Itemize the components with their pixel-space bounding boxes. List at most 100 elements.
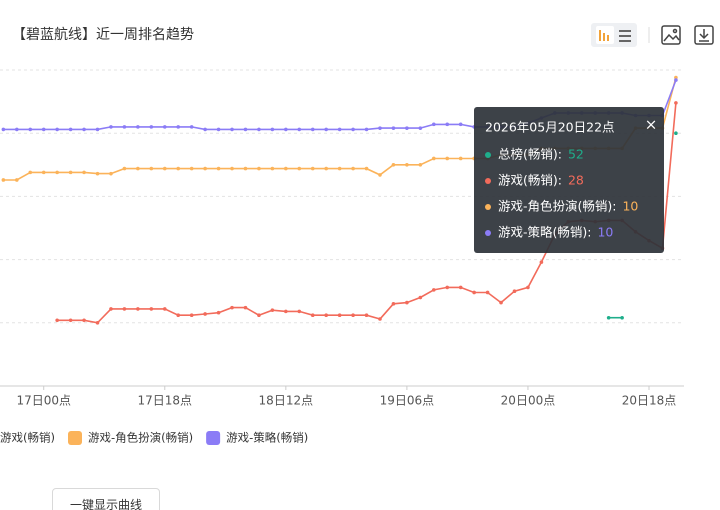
point xyxy=(15,178,19,182)
point xyxy=(122,166,127,171)
chart-title: 【碧蓝航线】近一周排名趋势 xyxy=(12,27,194,43)
icon xyxy=(694,25,714,45)
point xyxy=(149,125,154,129)
point xyxy=(472,290,476,295)
point xyxy=(445,122,450,127)
point xyxy=(243,127,248,132)
point xyxy=(82,318,86,323)
point xyxy=(620,315,624,320)
point xyxy=(55,170,59,175)
point xyxy=(243,305,248,310)
point xyxy=(162,166,167,171)
point xyxy=(95,127,100,132)
point xyxy=(431,288,436,292)
point xyxy=(122,125,127,129)
point xyxy=(674,101,678,105)
point xyxy=(674,75,678,80)
point xyxy=(418,163,423,167)
point xyxy=(109,125,113,129)
legend-label: 游戏(畅销) xyxy=(0,431,55,445)
point xyxy=(310,166,315,171)
legend-item[interactable]: 游戏-角色扮演(畅销) xyxy=(68,431,193,446)
point xyxy=(95,321,100,325)
point xyxy=(351,127,355,132)
point xyxy=(41,170,46,175)
tooltip-dot xyxy=(485,152,491,158)
tooltip-label: 游戏-策略(畅销): xyxy=(498,225,591,240)
point xyxy=(297,127,302,132)
point xyxy=(270,166,275,171)
point xyxy=(512,289,517,294)
tooltip-close[interactable]: × xyxy=(645,116,658,134)
point xyxy=(391,163,396,167)
point xyxy=(310,127,315,132)
point xyxy=(257,313,261,318)
point xyxy=(136,166,140,171)
point xyxy=(82,127,86,132)
tooltip-label: 总榜(畅销): xyxy=(498,147,562,162)
point xyxy=(324,313,328,318)
point xyxy=(257,127,261,132)
point xyxy=(136,307,140,311)
legend-item[interactable]: 游戏-策略(畅销) xyxy=(206,431,308,446)
point xyxy=(122,307,127,311)
point xyxy=(41,127,46,132)
legend-label: 游戏-角色扮演(畅销) xyxy=(88,431,193,445)
icon xyxy=(599,30,601,41)
point xyxy=(136,125,140,129)
point xyxy=(485,290,490,295)
point xyxy=(418,126,423,130)
point xyxy=(176,125,181,129)
point xyxy=(431,122,436,127)
point xyxy=(378,126,382,130)
point xyxy=(337,313,342,318)
point xyxy=(82,170,86,175)
point xyxy=(499,300,503,305)
point xyxy=(216,310,221,315)
point xyxy=(28,170,33,175)
point xyxy=(189,125,194,129)
point xyxy=(55,318,59,323)
point xyxy=(1,127,6,132)
point xyxy=(162,307,167,311)
point xyxy=(284,309,288,314)
icon xyxy=(619,35,631,37)
icon xyxy=(661,25,681,45)
point xyxy=(405,300,409,305)
download-button[interactable] xyxy=(694,25,714,45)
tooltip-dot xyxy=(485,178,491,184)
point xyxy=(391,126,396,130)
icon xyxy=(663,33,680,42)
tooltip-label: 游戏-角色扮演(畅销): xyxy=(498,199,616,214)
point xyxy=(674,78,678,82)
point xyxy=(109,171,113,176)
point xyxy=(149,307,154,311)
point xyxy=(203,127,207,132)
legend-swatch xyxy=(206,431,221,445)
point xyxy=(674,131,678,135)
point xyxy=(378,317,382,321)
tooltip-dot xyxy=(485,230,491,236)
save-image-button[interactable] xyxy=(661,25,681,45)
point xyxy=(324,127,328,132)
x-tick-label: 20日18点 xyxy=(622,394,677,408)
x-tick-label: 18日12点 xyxy=(259,394,314,408)
point xyxy=(149,166,154,171)
icon xyxy=(607,35,609,41)
point xyxy=(257,166,261,171)
point xyxy=(230,166,234,171)
point xyxy=(1,178,6,182)
point xyxy=(270,127,275,132)
point xyxy=(270,308,275,312)
point xyxy=(337,166,342,171)
point xyxy=(351,166,355,171)
show-curves-button[interactable]: 一键显示曲线 xyxy=(52,488,160,510)
legend-item[interactable]: 游戏(畅销) xyxy=(0,431,55,446)
x-tick-label: 19日06点 xyxy=(380,394,435,408)
chart-type-toggle[interactable] xyxy=(591,23,637,47)
tooltip-bg xyxy=(474,107,664,253)
point xyxy=(526,285,530,290)
point xyxy=(458,122,463,127)
point xyxy=(28,127,33,132)
